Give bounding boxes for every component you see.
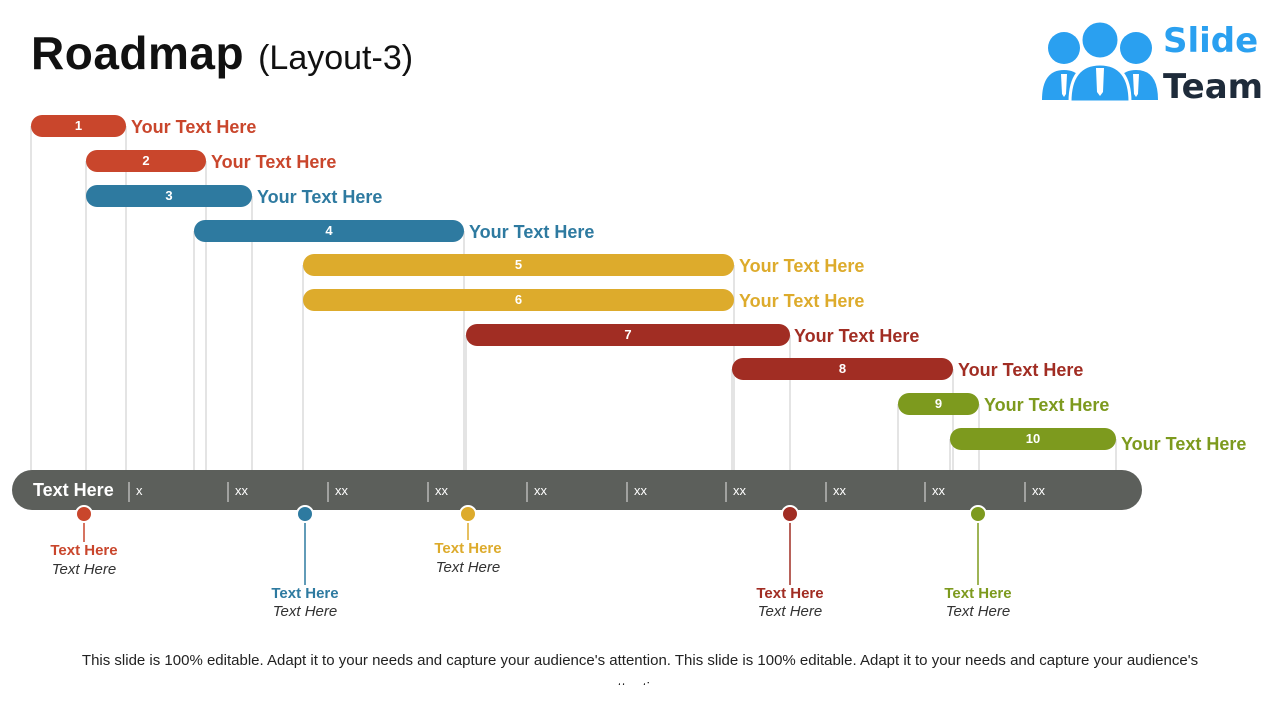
bar-number: 1 — [74, 118, 83, 133]
axis-tick-label: xx — [733, 483, 746, 498]
milestone-desc: Text Here — [757, 603, 823, 620]
bar-number: 4 — [325, 223, 333, 238]
slideteam-logo: Slide Team — [1040, 18, 1270, 108]
roadmap-bar — [86, 150, 206, 172]
roadmap-bar — [898, 393, 979, 415]
axis-tick-label: xx — [1032, 483, 1045, 498]
people-group-icon — [1042, 19, 1158, 104]
roadmap-bar — [303, 289, 734, 311]
bar-label: Your Text Here — [958, 360, 1084, 380]
bar-label: Your Text Here — [469, 222, 595, 242]
footer-note: This slide is 100% editable. Adapt it to… — [81, 652, 1199, 685]
roadmap-bar — [194, 220, 464, 242]
axis-tick-label: xx — [833, 483, 846, 498]
bar-label: Your Text Here — [739, 291, 865, 311]
milestone-title: Text Here — [271, 585, 339, 602]
roadmap-bar — [31, 115, 126, 137]
axis-tick-label: xx — [435, 483, 448, 498]
milestone-dot — [75, 505, 93, 523]
bar-label: Your Text Here — [211, 152, 337, 172]
milestone-desc: Text Here — [272, 603, 338, 620]
bar-label: Your Text Here — [257, 187, 383, 207]
bar-label: Your Text Here — [794, 326, 920, 346]
timeline-axis — [12, 470, 1142, 510]
logo-word-slide: Slide — [1163, 21, 1259, 61]
bar-label: Your Text Here — [131, 117, 257, 137]
roadmap-bar — [732, 358, 953, 380]
bar-number: 8 — [838, 361, 847, 376]
bar-number: 2 — [142, 153, 150, 168]
roadmap-bar — [466, 324, 790, 346]
milestone-dot — [459, 505, 477, 523]
page-title: Roadmap (Layout-3) — [31, 26, 413, 80]
title-subtitle: (Layout-3) — [258, 39, 414, 77]
milestone-title: Text Here — [756, 585, 824, 602]
axis-start-label: Text Here — [33, 480, 114, 500]
axis-tick-label: x — [136, 483, 143, 498]
bar-number: 3 — [165, 188, 173, 203]
roadmap-bar — [86, 185, 252, 207]
axis-tick-label: xx — [932, 483, 945, 498]
bar-label: Your Text Here — [1121, 434, 1247, 454]
axis-tick-label: xx — [335, 483, 348, 498]
milestone-dot — [296, 505, 314, 523]
bar-number: 5 — [514, 257, 523, 272]
bar-number: 7 — [624, 327, 632, 342]
roadmap-bar — [950, 428, 1116, 450]
bar-number: 6 — [514, 292, 523, 307]
bar-label: Your Text Here — [984, 395, 1110, 415]
axis-tick-label: xx — [235, 483, 248, 498]
milestone-dot — [969, 505, 987, 523]
logo-word-team: Team — [1163, 67, 1264, 107]
bar-number: 9 — [934, 396, 943, 411]
title-main: Roadmap — [31, 27, 245, 79]
milestone-desc: Text Here — [945, 603, 1011, 620]
bar-label: Your Text Here — [739, 256, 865, 276]
bar-number: 10 — [1025, 431, 1041, 446]
roadmap-bar — [303, 254, 734, 276]
milestone-title: Text Here — [944, 585, 1012, 602]
milestone-title: Text Here — [50, 542, 118, 559]
milestone-title: Text Here — [434, 540, 502, 557]
milestone-desc: Text Here — [435, 559, 501, 576]
milestone-dot — [781, 505, 799, 523]
axis-tick-label: xx — [634, 483, 647, 498]
axis-tick-label: xx — [534, 483, 547, 498]
milestone-desc: Text Here — [51, 561, 117, 578]
